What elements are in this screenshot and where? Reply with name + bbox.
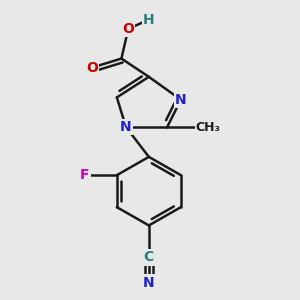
Text: N: N	[120, 120, 132, 134]
Text: H: H	[143, 13, 155, 27]
Text: CH₃: CH₃	[196, 121, 221, 134]
Text: N: N	[143, 276, 155, 289]
Text: O: O	[122, 22, 134, 36]
Text: F: F	[80, 168, 90, 182]
Text: O: O	[86, 61, 98, 75]
Text: C: C	[144, 250, 154, 265]
Text: N: N	[175, 93, 187, 107]
